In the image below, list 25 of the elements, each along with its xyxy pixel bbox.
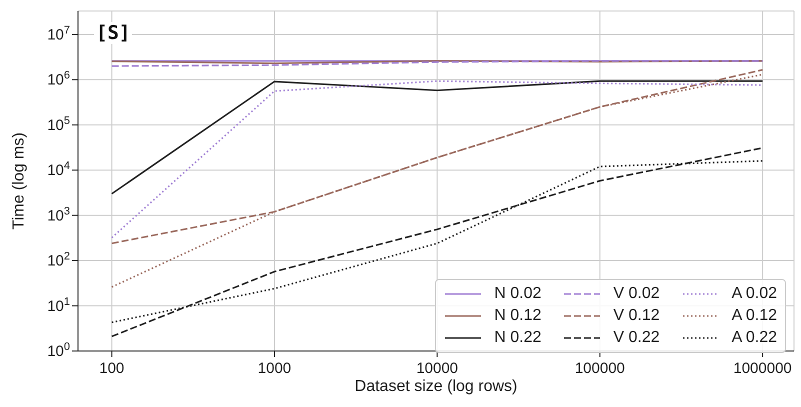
y-tick-label: 10$^{2}$	[47, 250, 70, 270]
y-tick-label: 10$^{5}$	[47, 114, 70, 134]
legend-label: A 0.22	[732, 329, 777, 347]
x-tick-label: 100000	[574, 360, 625, 377]
legend-label: A 0.12	[732, 307, 777, 325]
annotation: [S]	[94, 22, 132, 44]
y-tick-label: 10$^{1}$	[47, 296, 70, 315]
y-tick-label: 10$^{4}$	[47, 160, 70, 180]
y-tick-label: 10$^{7}$	[47, 24, 70, 44]
x-tick-label: 10000	[416, 360, 458, 377]
y-tick-label: 10$^{0}$	[47, 341, 70, 360]
legend-label: N 0.22	[494, 329, 542, 347]
legend-label: N 0.12	[494, 307, 542, 325]
legend-label: N 0.02	[494, 285, 542, 303]
y-tick-label: 10$^{6}$	[47, 70, 70, 89]
legend-label: V 0.02	[613, 285, 660, 303]
x-tick-label: 100	[99, 360, 124, 377]
x-tick-label: 1000	[258, 360, 292, 377]
legend-label: A 0.02	[732, 285, 777, 303]
y-tick-label: 10$^{3}$	[47, 205, 70, 224]
y-axis-title: Time (log ms)	[10, 132, 28, 230]
legend-label: V 0.22	[613, 329, 660, 347]
legend-label: V 0.12	[613, 307, 660, 325]
x-tick-label: 1000000	[733, 360, 792, 377]
x-axis-title: Dataset size (log rows)	[354, 378, 518, 395]
